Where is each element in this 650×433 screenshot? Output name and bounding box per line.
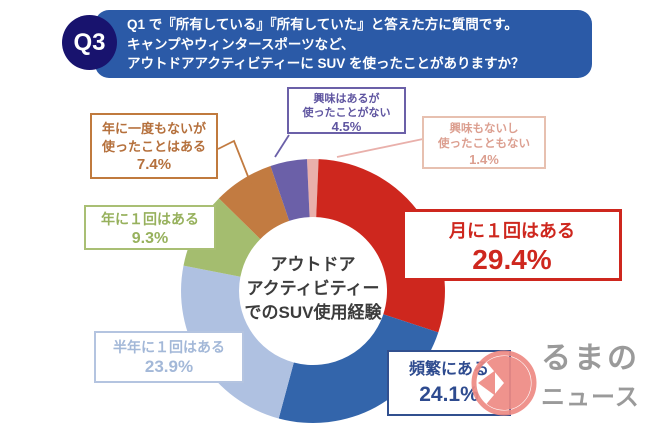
kuruma-news-logo-text: るまの ニュース	[541, 344, 640, 410]
callout-not-yearly-pct: 7.4%	[136, 156, 172, 173]
leader-line-interest_no_use	[274, 134, 290, 158]
center-label-line-1: アウトドア	[270, 255, 356, 274]
callout-half-year-label: 半年に１回はある	[113, 339, 225, 355]
callout-no-interest: 興味もないし 使ったこともない 1.4%	[422, 116, 546, 169]
callout-interest-label-2: 使ったことがない	[302, 107, 391, 119]
callout-yearly-pct: 9.3%	[131, 230, 169, 247]
callout-interest-pct: 4.5%	[331, 119, 362, 134]
pie-segment-interest_no_use	[270, 159, 310, 221]
logo-text-line-1: るまの	[541, 342, 640, 375]
pie-segment-yearly	[183, 198, 261, 277]
callout-yearly-label: 年に１回はある	[101, 211, 199, 227]
callout-half-year-pct: 23.9%	[144, 357, 194, 376]
callout-not-yearly-label-1: 年に一度もないが	[101, 121, 206, 136]
callout-yearly: 年に１回はある 9.3%	[84, 205, 216, 250]
question-number-badge: Q3	[62, 15, 117, 70]
leader-line-not_yearly	[217, 139, 252, 185]
logo-text-line-2: ニュース	[541, 384, 640, 411]
callout-no-interest-label-2: 使ったこともない	[438, 138, 530, 150]
callout-frequent-label: 頻繁にある	[408, 361, 489, 378]
center-label-line-3: でのSUV使用経験	[244, 303, 382, 322]
question-header: Q1 で『所有している』『所有していた』と答えた方に質問です。 キャンプやウィン…	[95, 10, 592, 78]
callout-not-yearly: 年に一度もないが 使ったことはある 7.4%	[90, 113, 218, 179]
callout-not-yearly-label-2: 使ったことはある	[101, 139, 206, 154]
question-text-line-1: Q1 で『所有している』『所有していた』と答えた方に質問です。	[127, 17, 518, 32]
callout-monthly-label: 月に１回はある	[449, 221, 575, 241]
callout-no-interest-pct: 1.4%	[469, 152, 499, 167]
question-text-line-2: キャンプやウィンタースポーツなど、	[127, 36, 355, 52]
pie-segment-not_yearly	[218, 166, 290, 240]
callout-no-interest-label-1: 興味もないし	[449, 123, 519, 135]
callout-monthly: 月に１回はある 29.4%	[402, 209, 622, 281]
callout-frequent-pct: 24.1%	[419, 383, 479, 406]
center-label-line-2: アクティビティー	[246, 279, 380, 298]
callout-monthly-pct: 29.4%	[472, 244, 552, 275]
pie-segment-none_interest	[307, 158, 319, 218]
kuruma-news-logo-icon	[471, 350, 537, 416]
leader-line-none_interest	[336, 138, 424, 158]
callout-interest-label-1: 興味はあるが	[313, 93, 380, 105]
callout-interest-no-use: 興味はあるが 使ったことがない 4.5%	[287, 87, 406, 134]
chart-center-label: アウトドア アクティビティー でのSUV使用経験	[203, 253, 423, 325]
question-text-line-3: アウトドアアクティビティーに SUV を使ったことがありますか？	[127, 56, 525, 71]
pie-segment-monthly	[316, 159, 445, 333]
callout-half-year: 半年に１回はある 23.9%	[94, 331, 244, 383]
pie-segment-frequent	[278, 314, 439, 424]
